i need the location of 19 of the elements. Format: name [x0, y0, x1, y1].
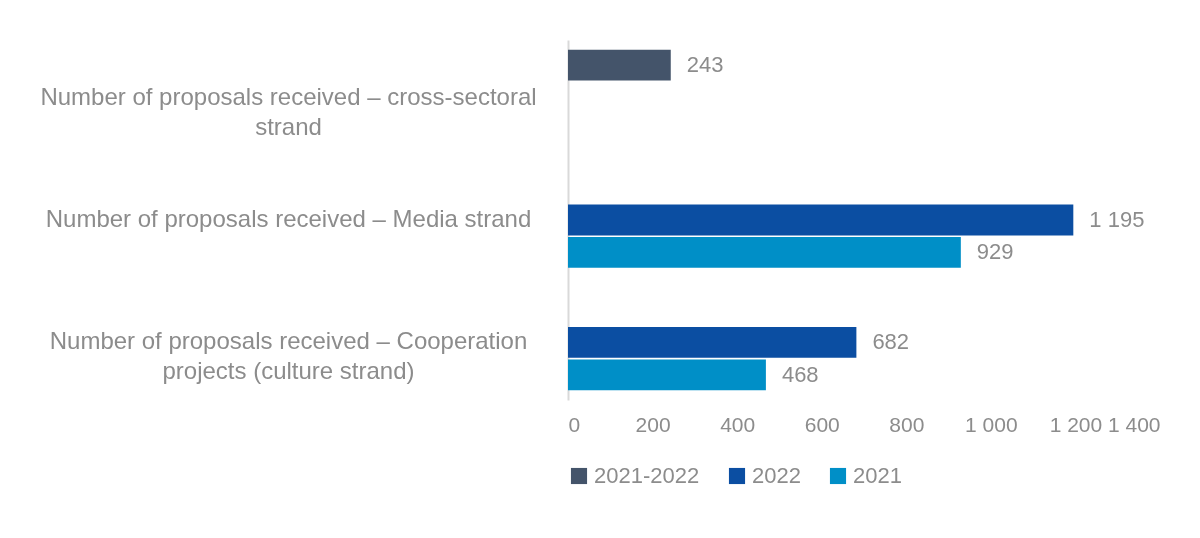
y-tick-label: Number of proposals received – cross-sectoral strand — [40, 82, 537, 140]
x-tick-label: 0 — [568, 412, 581, 436]
x-tick-label: 600 — [804, 412, 840, 436]
x-tick-label: 1 400 — [1107, 412, 1161, 436]
data-label: 243 — [686, 52, 724, 78]
x-tick-label: 200 — [635, 412, 671, 436]
x-tick-label: 1 000 — [965, 412, 1018, 436]
x-tick-label: 400 — [720, 412, 756, 436]
legend-label: 2021-2022 — [594, 463, 700, 488]
x-tick-label: 800 — [889, 412, 925, 436]
legend-label: 2021 — [853, 463, 902, 488]
data-label: 1 195 — [1089, 207, 1145, 232]
legend-label: 2022 — [752, 463, 801, 488]
y-tick-label: Number of proposals received – Cooperation projects (culture strand) — [49, 327, 528, 385]
data-label: 468 — [781, 361, 819, 387]
data-label: 682 — [872, 329, 910, 355]
y-tick-label: Number of proposals received – Media strand — [45, 205, 532, 232]
data-label: 929 — [976, 239, 1014, 265]
x-tick-label: 1 200 — [1049, 412, 1103, 436]
